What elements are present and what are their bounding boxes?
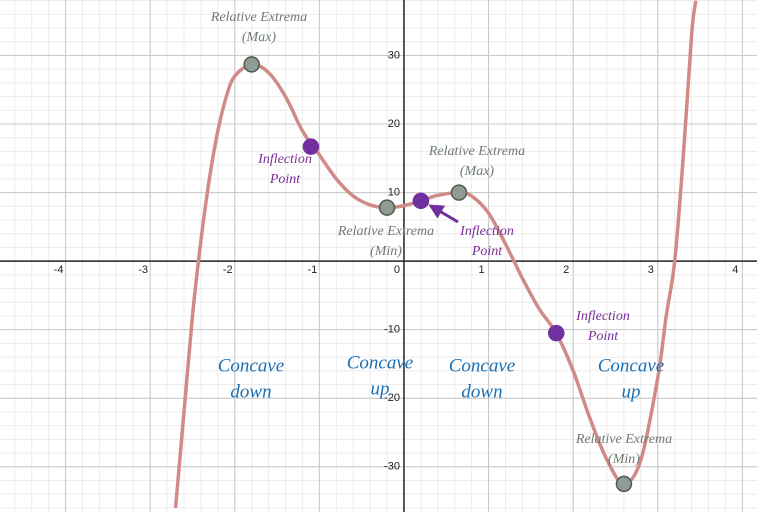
region-label: down xyxy=(230,381,271,402)
annotation: (Min) xyxy=(608,452,640,467)
x-tick-label: -3 xyxy=(138,264,148,276)
y-tick-label: -30 xyxy=(384,461,400,473)
x-tick-label: -2 xyxy=(223,264,233,276)
annotation: Inflection xyxy=(459,224,514,239)
x-tick-label: 0 xyxy=(394,264,400,276)
region-label: down xyxy=(461,381,502,402)
region-label: Concave xyxy=(218,355,284,376)
y-tick-label: -10 xyxy=(384,324,400,336)
region-label: up xyxy=(371,378,390,399)
plot xyxy=(173,0,698,509)
arrow xyxy=(428,204,459,224)
annotation: Inflection xyxy=(257,152,312,167)
curve xyxy=(173,0,698,509)
y-tick-label: 30 xyxy=(388,49,400,61)
point xyxy=(302,138,320,155)
region-label: Concave xyxy=(347,352,413,373)
point xyxy=(378,199,396,216)
annotation: Point xyxy=(471,244,503,259)
x-tick-label: 4 xyxy=(732,264,738,276)
point xyxy=(450,184,468,201)
annotation: Point xyxy=(269,172,301,187)
annotation: Relative Extrema xyxy=(337,224,434,239)
annotation: (Min) xyxy=(370,244,402,259)
x-tick-label: 3 xyxy=(648,264,654,276)
y-tick-label: 20 xyxy=(388,118,400,130)
x-tick-label: -4 xyxy=(54,264,64,276)
region-label: up xyxy=(622,381,641,402)
region-label: Concave xyxy=(598,355,664,376)
x-tick-label: -1 xyxy=(307,264,317,276)
point xyxy=(243,56,260,73)
annotation: (Max) xyxy=(242,30,277,45)
region-label: Concave xyxy=(449,355,515,376)
annotation: (Max) xyxy=(460,164,495,179)
point xyxy=(615,475,633,493)
annotation: Relative Extrema xyxy=(575,432,672,447)
point xyxy=(547,324,565,342)
point xyxy=(412,192,430,210)
x-tick-label: 1 xyxy=(479,264,485,276)
y-tick-label: 10 xyxy=(388,187,400,199)
x-tick-label: 2 xyxy=(563,264,569,276)
annotation: Relative Extrema xyxy=(428,144,525,159)
annotation: Inflection xyxy=(575,309,630,324)
y-tick-label: -20 xyxy=(384,392,400,404)
annotation: Point xyxy=(587,329,619,344)
annotation: Relative Extrema xyxy=(210,10,307,25)
